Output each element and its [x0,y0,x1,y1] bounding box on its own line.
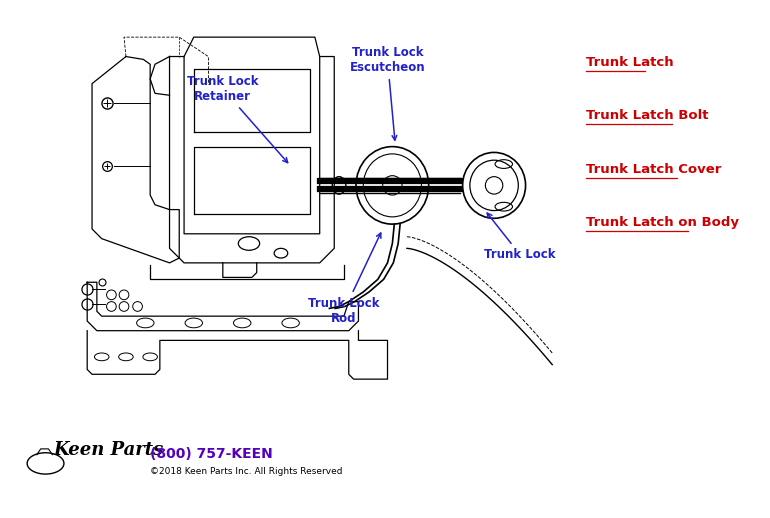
Text: Trunk Latch on Body: Trunk Latch on Body [586,216,739,229]
Text: Trunk Latch: Trunk Latch [586,56,674,69]
Text: (800) 757-KEEN: (800) 757-KEEN [150,447,273,461]
Text: ©2018 Keen Parts Inc. All Rights Reserved: ©2018 Keen Parts Inc. All Rights Reserve… [150,467,343,476]
Text: Trunk Lock
Rod: Trunk Lock Rod [308,233,381,325]
Text: Trunk Lock
Escutcheon: Trunk Lock Escutcheon [350,46,425,140]
Text: Trunk Lock: Trunk Lock [484,213,556,262]
Text: Trunk Latch Bolt: Trunk Latch Bolt [586,109,708,122]
Text: Trunk Lock
Retainer: Trunk Lock Retainer [187,75,288,163]
Text: Keen Parts: Keen Parts [53,441,163,459]
Text: Trunk Latch Cover: Trunk Latch Cover [586,163,721,176]
